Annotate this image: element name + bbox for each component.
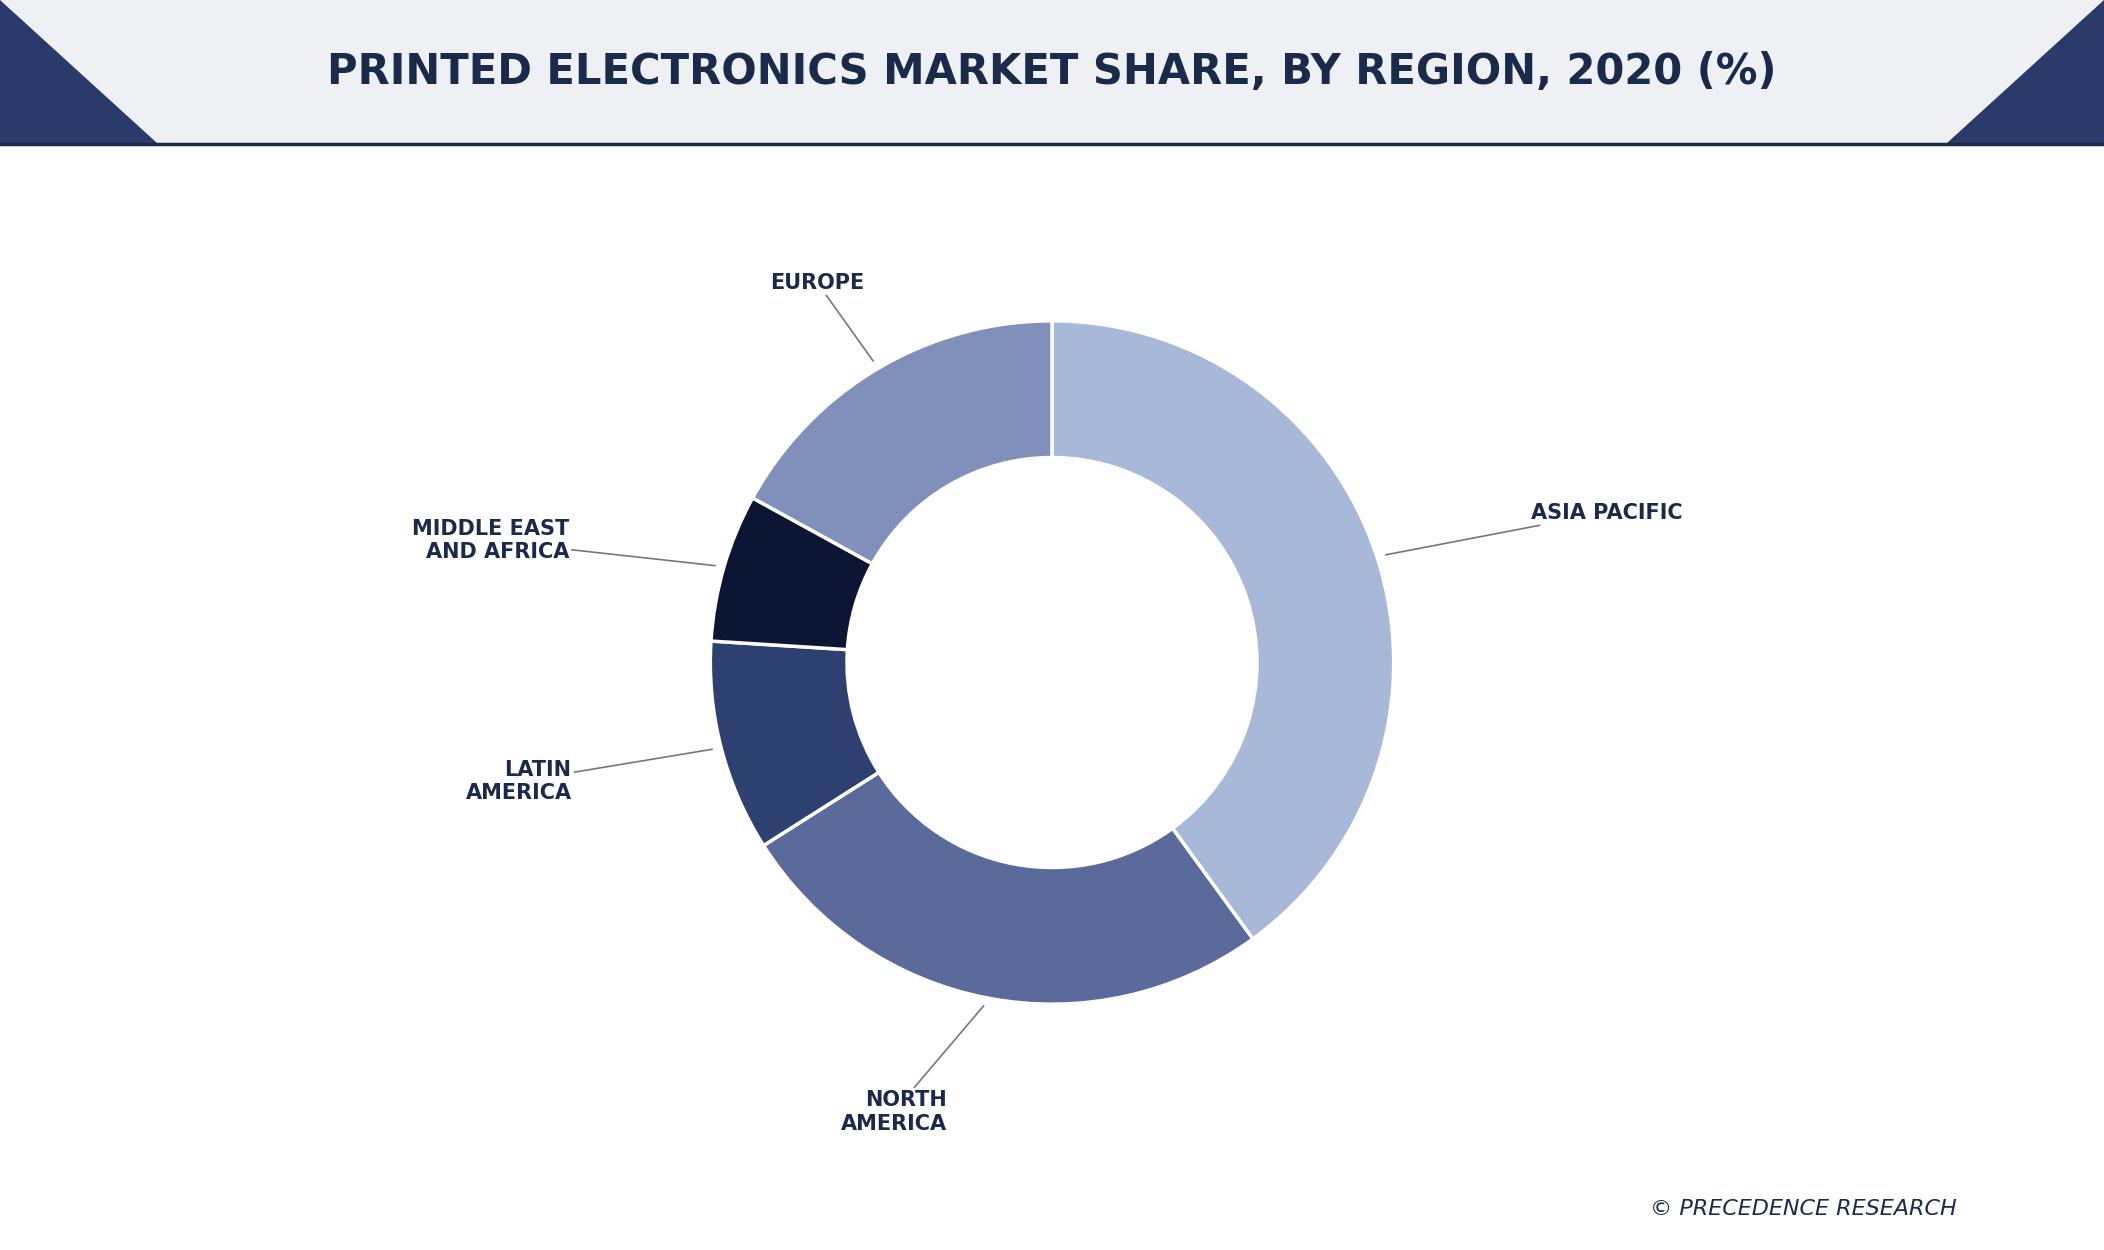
- Wedge shape: [711, 641, 879, 845]
- Wedge shape: [753, 321, 1052, 564]
- Text: LATIN
AMERICA: LATIN AMERICA: [465, 749, 713, 802]
- Text: MIDDLE EAST
AND AFRICA: MIDDLE EAST AND AFRICA: [412, 519, 715, 565]
- Wedge shape: [711, 498, 873, 650]
- Wedge shape: [1052, 321, 1393, 939]
- Text: NORTH
AMERICA: NORTH AMERICA: [839, 1006, 985, 1134]
- Text: EUROPE: EUROPE: [770, 272, 873, 361]
- Text: ASIA PACIFIC: ASIA PACIFIC: [1387, 503, 1681, 555]
- Text: PRINTED ELECTRONICS MARKET SHARE, BY REGION, 2020 (%): PRINTED ELECTRONICS MARKET SHARE, BY REG…: [328, 51, 1776, 92]
- Text: © PRECEDENCE RESEARCH: © PRECEDENCE RESEARCH: [1650, 1199, 1957, 1219]
- Wedge shape: [764, 772, 1252, 1004]
